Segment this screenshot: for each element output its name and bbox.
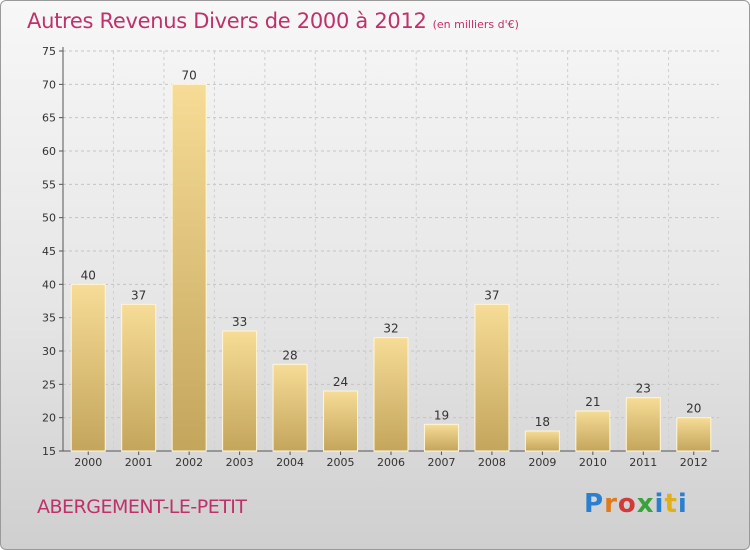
y-tick-label: 70 (42, 78, 56, 91)
data-label-2007: 19 (434, 408, 449, 422)
x-tick-label-2001: 2001 (125, 456, 153, 469)
y-tick-label: 40 (42, 278, 56, 291)
bar-2001[interactable] (121, 303, 157, 452)
logo-letter: t (664, 489, 678, 519)
y-tick-label: 45 (42, 245, 56, 258)
data-label-2009: 18 (535, 415, 550, 429)
data-label-2000: 40 (81, 268, 96, 282)
x-tick-label-2009: 2009 (528, 456, 556, 469)
data-label-2005: 24 (333, 375, 348, 389)
y-tick-label: 35 (42, 312, 56, 325)
x-tick-label-2006: 2006 (377, 456, 405, 469)
logo-letter: x (636, 489, 655, 519)
x-tick-label-2011: 2011 (629, 456, 657, 469)
bar-2010[interactable] (575, 410, 611, 452)
chart-title: Autres Revenus Divers de 2000 à 2012 (en … (27, 9, 519, 33)
data-label-2011: 23 (636, 382, 651, 396)
bar-2009[interactable] (524, 430, 560, 452)
x-tick-label-2002: 2002 (175, 456, 203, 469)
logo-letter: i (677, 489, 688, 519)
x-tick-label-2005: 2005 (327, 456, 355, 469)
x-tick-label-2004: 2004 (276, 456, 304, 469)
label-layer: 40 37 70 33 28 24 32 19 37 18 21 23 20 (81, 68, 702, 429)
chart-subtitle: (en milliers d'€) (432, 18, 519, 31)
chart-title-text: Autres Revenus Divers de 2000 à 2012 (27, 9, 427, 33)
data-label-2003: 33 (232, 315, 247, 329)
bar-2002[interactable] (171, 83, 207, 452)
data-label-2008: 37 (484, 288, 499, 302)
bar-2007[interactable] (423, 423, 459, 452)
bar-2012[interactable] (676, 417, 712, 452)
y-tick-label: 20 (42, 412, 56, 425)
y-tick-label: 25 (42, 378, 56, 391)
y-tick-label: 60 (42, 145, 56, 158)
data-label-2010: 21 (585, 395, 600, 409)
proxiti-logo[interactable]: Proxiti (584, 489, 688, 519)
data-label-2001: 37 (131, 288, 146, 302)
x-tick-label-2010: 2010 (579, 456, 607, 469)
y-tick-label: 75 (42, 45, 56, 58)
logo-letter: i (654, 489, 665, 519)
x-tick-label-2000: 2000 (74, 456, 102, 469)
y-tick-label: 15 (42, 445, 56, 458)
bar-2008[interactable] (474, 303, 510, 452)
data-label-2006: 32 (383, 322, 398, 336)
bar-2000[interactable] (70, 283, 106, 452)
y-tick-label: 50 (42, 212, 56, 225)
logo-letter: r (604, 489, 618, 519)
x-tick-label-2012: 2012 (680, 456, 708, 469)
logo-letter: P (584, 489, 605, 519)
bar-layer (70, 83, 712, 452)
x-tick-label-2008: 2008 (478, 456, 506, 469)
axis-layer: 15 20 25 30 35 40 45 50 55 60 65 70 75 2000 2001 2002 20… (42, 45, 719, 469)
bar-2005[interactable] (323, 390, 359, 452)
y-tick-label: 55 (42, 178, 56, 191)
commune-name: ABERGEMENT-LE-PETIT (37, 496, 247, 518)
data-label-2012: 20 (686, 402, 701, 416)
y-tick-label: 65 (42, 112, 56, 125)
data-label-2004: 28 (282, 348, 297, 362)
bar-2006[interactable] (373, 337, 409, 452)
x-tick-label-2003: 2003 (226, 456, 254, 469)
y-tick-label: 30 (42, 345, 56, 358)
x-tick-label-2007: 2007 (427, 456, 455, 469)
data-label-2002: 70 (182, 68, 197, 82)
bar-2004[interactable] (272, 363, 308, 452)
bar-2011[interactable] (625, 397, 661, 452)
logo-letter: o (617, 489, 637, 519)
bar-2003[interactable] (222, 330, 258, 452)
